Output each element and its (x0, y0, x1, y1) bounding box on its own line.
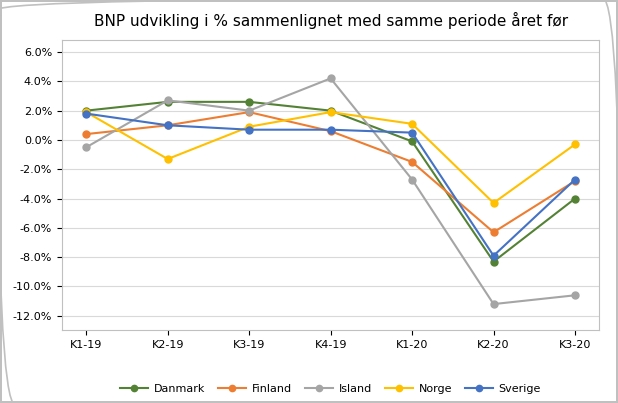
Norge (571, 142, 578, 147)
Legend: Danmark, Finland, Island, Norge, Sverige: Danmark, Finland, Island, Norge, Sverige (116, 380, 546, 399)
Danmark (245, 100, 253, 104)
Island (571, 293, 578, 298)
Finland (245, 110, 253, 114)
Line: Finland: Finland (83, 109, 578, 236)
Island (490, 302, 497, 307)
Finland (490, 230, 497, 235)
Finland (164, 123, 171, 128)
Finland (83, 132, 90, 137)
Danmark (83, 108, 90, 113)
Line: Norge: Norge (83, 109, 578, 206)
Sverige (164, 123, 171, 128)
Danmark (164, 100, 171, 104)
Danmark (408, 139, 416, 144)
Island (327, 76, 334, 81)
Norge (245, 125, 253, 129)
Island (245, 108, 253, 113)
Norge (408, 121, 416, 126)
Danmark (490, 259, 497, 264)
Sverige (245, 127, 253, 132)
Island (164, 98, 171, 103)
Island (408, 177, 416, 182)
Norge (490, 201, 497, 206)
Finland (571, 179, 578, 183)
Danmark (571, 196, 578, 201)
Finland (408, 160, 416, 164)
Finland (327, 129, 334, 133)
Sverige (83, 111, 90, 116)
Sverige (327, 127, 334, 132)
Line: Island: Island (83, 75, 578, 307)
Island (83, 145, 90, 150)
Title: BNP udvikling i % sammenlignet med samme periode året før: BNP udvikling i % sammenlignet med samme… (93, 12, 568, 29)
Danmark (327, 108, 334, 113)
Line: Danmark: Danmark (83, 98, 578, 265)
Norge (83, 110, 90, 114)
Sverige (490, 253, 497, 258)
Sverige (571, 177, 578, 182)
Sverige (408, 130, 416, 135)
Norge (327, 110, 334, 114)
Norge (164, 157, 171, 162)
Line: Sverige: Sverige (83, 110, 578, 259)
